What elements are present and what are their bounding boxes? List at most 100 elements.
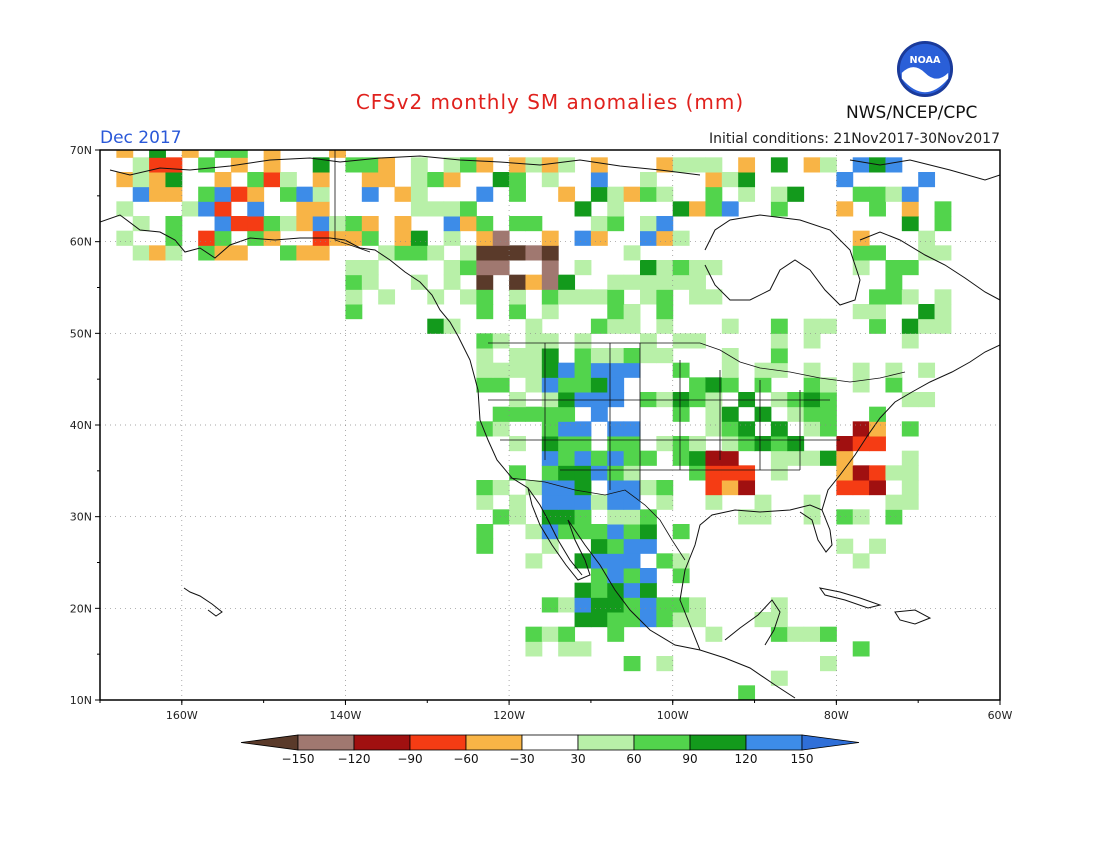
anomaly-cell (770, 436, 788, 452)
anomaly-cell (607, 421, 625, 437)
anomaly-cell (885, 274, 903, 290)
anomaly-cell (443, 157, 461, 173)
anomaly-cell (640, 260, 657, 276)
anomaly-cell (918, 318, 936, 334)
anomaly-cell (901, 392, 919, 408)
agency-label: NWS/NCEP/CPC (846, 103, 978, 123)
anomaly-cell (803, 333, 821, 349)
anomaly-cell (165, 157, 183, 173)
anomaly-cell (672, 230, 690, 246)
anomaly-cell (541, 304, 559, 320)
states-a (544, 343, 801, 500)
anomaly-cell (525, 553, 543, 569)
anomaly-cell (721, 406, 739, 422)
anomaly-cell (558, 362, 576, 378)
anomaly-cell (721, 465, 739, 481)
anomaly-cell (214, 201, 232, 217)
anomaly-cell (820, 450, 837, 466)
anomaly-cell (607, 597, 625, 613)
anomaly-cell (852, 245, 870, 261)
anomaly-cell (132, 157, 150, 173)
anomaly-cell (721, 421, 739, 437)
anomaly-cell (590, 230, 608, 246)
lon-tick-label: 140W (330, 709, 362, 722)
anomaly-cell (820, 656, 837, 672)
anomaly-cell (132, 216, 150, 232)
anomaly-cell (623, 509, 641, 525)
anomaly-cell (803, 626, 821, 642)
anomaly-cell (427, 245, 445, 261)
anomaly-cell (852, 304, 870, 320)
anomaly-cell (525, 318, 543, 334)
anomaly-cell (476, 348, 494, 364)
anomaly-cell (312, 172, 330, 188)
anomaly-cell (640, 348, 657, 364)
anomaly-cell (165, 245, 183, 261)
colorbar-swatch (577, 734, 635, 751)
anomaly-cell (607, 568, 625, 584)
anomaly-cell (394, 245, 412, 261)
border-alaska-canada (334, 150, 371, 253)
anomaly-cell (509, 157, 526, 173)
anomaly-cell (558, 406, 576, 422)
anomaly-cell (869, 245, 886, 261)
anomaly-cell (721, 436, 739, 452)
anomaly-cell (230, 216, 248, 232)
anomaly-cell (558, 186, 576, 202)
anomaly-cell (869, 186, 886, 202)
anomaly-cell (132, 186, 150, 202)
anomaly-cell (705, 480, 723, 496)
anomaly-cell (738, 392, 756, 408)
anomaly-cell (361, 172, 379, 188)
anomaly-cell (770, 670, 788, 686)
anomaly-cell (492, 480, 510, 496)
anomaly-cell (820, 626, 837, 642)
anomaly-cell (787, 406, 805, 422)
anomaly-cell (738, 421, 756, 437)
anomaly-cell (181, 150, 199, 158)
anomaly-cell (934, 318, 952, 334)
noaa-logo: NOAA (896, 40, 954, 98)
anomaly-cell (607, 304, 625, 320)
anomaly-cell (754, 362, 772, 378)
anomaly-cell (640, 186, 657, 202)
anomaly-cell (165, 216, 183, 232)
anomaly-cell (165, 172, 183, 188)
anomaly-cell (770, 597, 788, 613)
lon-tick-label: 60W (988, 709, 1013, 722)
anomaly-cell (640, 509, 657, 525)
anomaly-cell (836, 172, 854, 188)
anomaly-cell (558, 289, 576, 305)
anomaly-cell (558, 494, 576, 510)
anomaly-cell (656, 230, 674, 246)
anomaly-cell (640, 538, 657, 554)
anomaly-cell (541, 172, 559, 188)
anomaly-cell (656, 260, 674, 276)
anomaly-cell (149, 150, 166, 158)
borders (334, 150, 906, 561)
anomaly-cell (574, 480, 592, 496)
anomaly-cell (672, 553, 690, 569)
anomaly-cell (672, 436, 690, 452)
anomaly-cell (623, 436, 641, 452)
anomaly-cell (656, 553, 674, 569)
anomaly-cell (901, 450, 919, 466)
anomaly-cell (492, 406, 510, 422)
anomaly-cell (378, 289, 396, 305)
anomaly-cell (460, 260, 477, 276)
anomaly-cell (541, 597, 559, 613)
lon-axis: 160W 140W 120W 100W 80W 60W (99, 700, 1013, 722)
anomaly-cell (590, 450, 608, 466)
anomaly-cell (640, 450, 657, 466)
anomaly-cell (623, 274, 641, 290)
anomaly-cell (623, 186, 641, 202)
anomaly-cell (558, 465, 576, 481)
anomaly-cell (803, 421, 821, 437)
anomaly-cell (181, 201, 199, 217)
anomaly-cell (476, 289, 494, 305)
anomaly-cell (574, 333, 592, 349)
anomaly-cell (410, 186, 428, 202)
colorbar-swatch (521, 734, 579, 751)
anomaly-cell (640, 289, 657, 305)
anomaly-cell (247, 186, 265, 202)
